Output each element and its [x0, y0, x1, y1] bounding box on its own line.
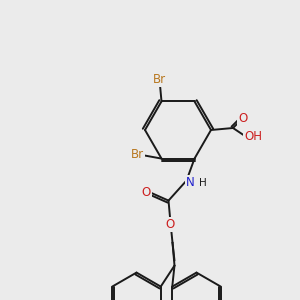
Text: H: H: [199, 178, 206, 188]
Text: OH: OH: [244, 130, 262, 142]
Text: Br: Br: [131, 148, 144, 161]
Text: Br: Br: [153, 73, 166, 86]
Text: O: O: [166, 218, 175, 231]
Text: O: O: [142, 186, 151, 199]
Text: O: O: [238, 112, 247, 124]
Text: N: N: [186, 176, 195, 189]
